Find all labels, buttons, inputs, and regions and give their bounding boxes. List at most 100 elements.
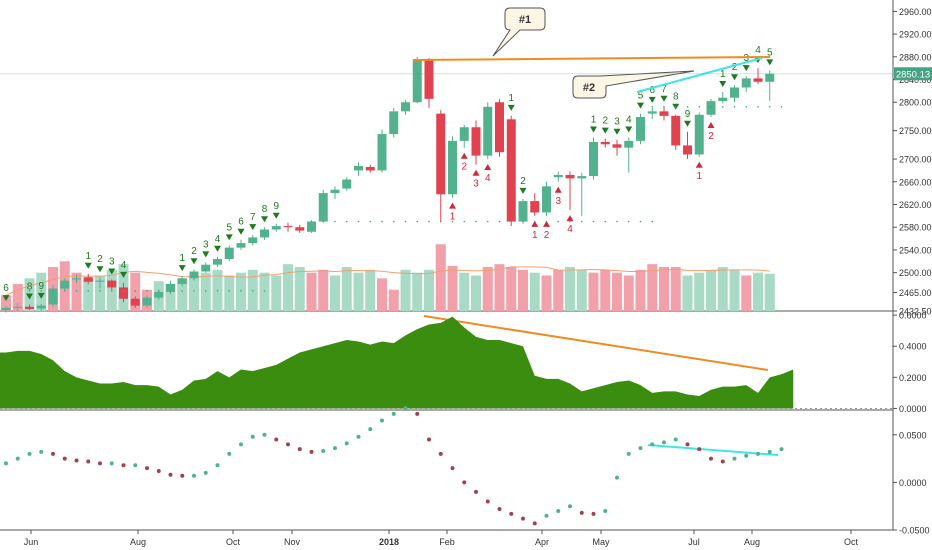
td-buy-count: 3 [555, 196, 561, 207]
level-dot [569, 220, 571, 223]
td-sell-count: 5 [226, 222, 232, 233]
volume-bar [259, 272, 270, 311]
volume-bar [271, 275, 282, 311]
candle [483, 102, 493, 160]
td-buy-count: 2 [544, 230, 550, 241]
oscillator-tick-label: 0.6000 [899, 311, 927, 321]
candle [706, 98, 716, 118]
level-dot [181, 290, 184, 292]
oscillator-dot [180, 473, 185, 478]
td-sell-count: 3 [109, 256, 115, 267]
td-sell-count: 1 [508, 93, 514, 104]
volume-bar [95, 275, 105, 311]
oscillator-dot [62, 456, 67, 461]
oscillator-dot [156, 468, 161, 473]
oscillator-dot [756, 451, 760, 456]
td-sell-arrow [519, 187, 527, 194]
td-sell-arrow [202, 251, 210, 258]
candle [530, 193, 540, 216]
candle [730, 85, 739, 103]
volume-bar [224, 275, 235, 311]
candle [48, 285, 58, 307]
candle [377, 129, 387, 173]
candle [542, 181, 551, 216]
level-dot [228, 290, 231, 292]
candle [13, 303, 23, 312]
td-sell-count: 1 [85, 251, 91, 262]
td-sell-arrow [601, 127, 609, 134]
oscillator-dot [615, 475, 619, 480]
candle [271, 223, 281, 232]
td-sell-arrow [249, 224, 257, 231]
volume-bar [529, 272, 540, 311]
volume-bar [71, 272, 82, 311]
level-dot [416, 220, 419, 223]
price-tick-label: 2620.00 [899, 200, 932, 210]
candle [107, 279, 117, 290]
level-dot [721, 105, 724, 108]
level-dot [334, 220, 336, 223]
level-dot [439, 220, 442, 223]
time-tick-label: Jul [688, 537, 700, 547]
candle [753, 68, 763, 85]
price-axis: 2960.002920.002880.002840.002800.002750.… [893, 7, 932, 317]
time-tick-label: Aug [130, 537, 146, 547]
td-sell-count: 7 [661, 84, 667, 95]
level-dot [663, 105, 665, 108]
candle [307, 220, 316, 233]
level-dot [604, 220, 607, 223]
candle [83, 273, 93, 285]
level-dot [545, 220, 548, 223]
oscillator-dot [662, 440, 666, 445]
oscillator-dot [51, 451, 55, 456]
oscillator-dot [709, 456, 713, 461]
volume-bar [682, 275, 693, 311]
oscillator-dot [192, 473, 196, 478]
oscillator-dot [603, 508, 608, 513]
oscillator-dot [74, 458, 79, 463]
td-sell-count: 6 [238, 217, 244, 228]
volume-bar [506, 266, 517, 311]
candle [401, 99, 410, 115]
level-dot [381, 220, 383, 223]
candle [612, 139, 622, 156]
level-dot [463, 220, 466, 223]
volume-bar [541, 275, 552, 311]
td-sell-count: 2 [602, 116, 608, 127]
volume-bar [764, 273, 775, 311]
volume-bar [330, 275, 340, 311]
candle [671, 114, 681, 150]
candle [72, 274, 81, 283]
level-dot [63, 290, 66, 292]
oscillator-dot [239, 442, 243, 447]
td-sell-count: 2 [520, 176, 526, 187]
level-dot [498, 220, 501, 223]
oscillator-dot [744, 453, 749, 458]
candles [1, 56, 775, 313]
level-dot [240, 290, 242, 292]
volume-bar [553, 269, 564, 311]
volume-bar [341, 266, 352, 311]
oscillator-dot [403, 406, 408, 411]
price-tick-label: 2750.00 [899, 126, 932, 136]
volume-bar [377, 278, 387, 311]
volume-bar [741, 275, 752, 311]
oscillator-fill [0, 316, 794, 409]
td-sell-arrow [37, 292, 45, 299]
level-dot [428, 220, 430, 223]
candle [506, 115, 516, 227]
td-sell-arrow [742, 65, 750, 72]
volume-bar [36, 272, 47, 311]
td-sell-count: 8 [27, 281, 33, 292]
td-sell-count: 6 [649, 85, 655, 96]
oscillator-dot [544, 513, 549, 518]
td-sell-arrow [96, 266, 104, 273]
price-tick-label: 2465.00 [899, 288, 932, 298]
level-dot [204, 290, 207, 292]
level-dot [251, 290, 254, 292]
level-dot [345, 220, 348, 223]
level-dot [122, 290, 125, 292]
oscillator-dot [673, 437, 678, 442]
td-buy-arrow [449, 202, 456, 209]
